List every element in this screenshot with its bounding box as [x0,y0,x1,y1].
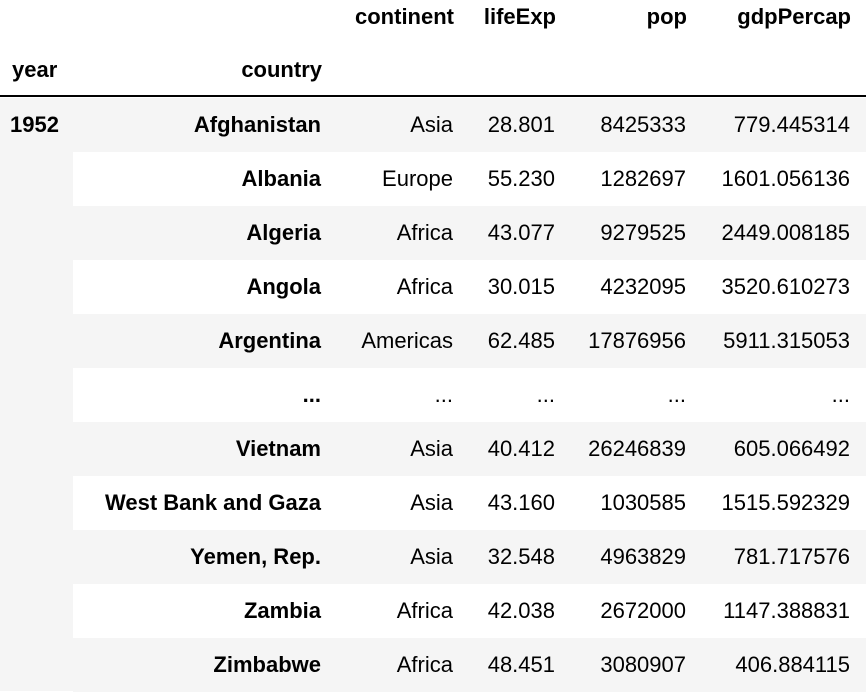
table-row: Yemen, Rep. Asia 32.548 4963829 781.717576 [73,530,866,584]
table-row: Angola Africa 30.015 4232095 3520.610273 [73,260,866,314]
country-cell: Afghanistan [193,112,321,137]
table-row: Albania Europe 55.230 1282697 1601.056136 [73,152,866,206]
gdppercap-cell: 781.717576 [733,544,850,569]
table-row: Argentina Americas 62.485 17876956 5911.3150… [73,314,866,368]
continent-cell: ... [434,382,453,407]
lifeexp-cell: 28.801 [487,112,555,137]
pop-cell: 8425333 [600,112,686,137]
continent-cell: Africa [396,598,453,623]
country-cell: Vietnam [235,436,321,461]
pop-cell: 1030585 [600,490,686,515]
continent-cell: Africa [396,274,453,299]
lifeexp-cell: 43.160 [487,490,555,515]
pop-cell: ... [667,382,686,407]
gdppercap-cell: 5911.315053 [723,328,850,353]
continent-cell: Asia [410,436,453,461]
index-header-row: year country [0,42,866,96]
pop-cell: 9279525 [600,220,686,245]
continent-cell: Asia [410,544,453,569]
country-cell: Angola [246,274,321,299]
column-header-row: continent lifeExp pop gdpPercap [0,0,866,54]
table-row: Algeria Africa 43.077 9279525 2449.008185 [73,206,866,260]
gdppercap-cell: 605.066492 [733,436,850,461]
table-row: Afghanistan Asia 28.801 8425333 779.445314 [73,98,866,152]
continent-cell: Asia [410,112,453,137]
gdppercap-cell: 1601.056136 [721,166,850,191]
column-header-gdppercap: gdpPercap [737,4,851,29]
lifeexp-cell: 30.015 [487,274,555,299]
continent-cell: Europe [382,166,453,191]
pop-cell: 3080907 [600,652,686,677]
country-cell: Albania [241,166,321,191]
gdppercap-cell: 779.445314 [733,112,850,137]
year-value: 1952 [10,112,59,137]
gdppercap-cell: 2449.008185 [721,220,850,245]
table-row: West Bank and Gaza Asia 43.160 1030585 1515.… [73,476,866,530]
lifeexp-cell: ... [536,382,555,407]
pop-cell: 4963829 [600,544,686,569]
lifeexp-cell: 48.451 [487,652,555,677]
table-row: Zambia Africa 42.038 2672000 1147.388831 [73,584,866,638]
country-cell: West Bank and Gaza [105,490,321,515]
pop-cell: 17876956 [588,328,686,353]
continent-cell: Asia [410,490,453,515]
pop-cell: 2672000 [600,598,686,623]
country-cell: Algeria [246,220,321,245]
table-row: Vietnam Asia 40.412 26246839 605.066492 [73,422,866,476]
lifeexp-cell: 42.038 [487,598,555,623]
table-row: Zimbabwe Africa 48.451 3080907 406.884115 [73,638,866,692]
country-cell: ... [302,382,321,407]
index-header-country: country [241,57,322,82]
country-cell: Argentina [218,328,321,353]
gdppercap-cell: ... [831,382,850,407]
continent-cell: Africa [396,220,453,245]
country-cell: Zimbabwe [213,652,321,677]
gdppercap-cell: 3520.610273 [721,274,850,299]
index-header-year: year [12,57,58,82]
gdppercap-cell: 1147.388831 [723,598,850,623]
lifeexp-cell: 40.412 [487,436,555,461]
lifeexp-cell: 43.077 [487,220,555,245]
lifeexp-cell: 55.230 [487,166,555,191]
header-divider [0,95,866,97]
pop-cell: 4232095 [600,274,686,299]
column-header-lifeexp: lifeExp [483,4,556,29]
gdppercap-cell: 406.884115 [735,652,850,677]
table-row: ............... [73,368,866,422]
column-header-continent: continent [355,4,454,29]
continent-cell: Africa [396,652,453,677]
pop-cell: 1282697 [600,166,686,191]
country-cell: Yemen, Rep. [190,544,321,569]
pop-cell: 26246839 [588,436,686,461]
lifeexp-cell: 32.548 [487,544,555,569]
gdppercap-cell: 1515.592329 [721,490,850,515]
country-cell: Zambia [243,598,321,623]
year-index-cell: 1952 [0,98,73,691]
continent-cell: Americas [361,328,453,353]
column-header-pop: pop [646,4,687,29]
lifeexp-cell: 62.485 [487,328,555,353]
